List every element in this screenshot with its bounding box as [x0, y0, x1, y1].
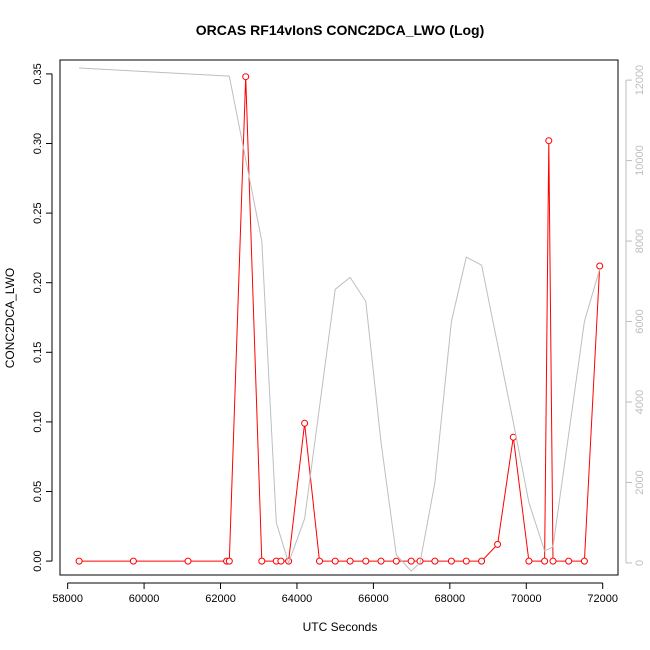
data-point [346, 557, 354, 565]
x-tick-label: 70000 [511, 593, 542, 605]
x-axis-label: UTC Seconds [303, 620, 378, 634]
y-tick-label: 0.05 [32, 481, 44, 502]
x-tick-label: 64000 [282, 593, 313, 605]
plot-area: 58000 60000 62000 64000 66000 68000 70000 72000… [32, 59, 646, 605]
data-point [392, 557, 400, 565]
data-point [242, 73, 250, 81]
y2-tick-label: 6000 [634, 309, 646, 333]
data-point [596, 262, 604, 270]
y2-tick-label: 2000 [634, 470, 646, 494]
data-point [541, 557, 549, 565]
y-tick-label: 0.30 [32, 133, 44, 154]
data-point [580, 557, 588, 565]
data-point [525, 557, 533, 565]
y-tick-label: 0.20 [32, 272, 44, 293]
data-point [75, 557, 83, 565]
y2-tick-label: 4000 [634, 390, 646, 414]
plot-frame [59, 59, 619, 576]
data-point [129, 557, 137, 565]
y-tick-label: 0.15 [32, 342, 44, 363]
data-point [431, 557, 439, 565]
data-point [407, 557, 415, 565]
data-point [447, 557, 455, 565]
data-point [549, 557, 557, 565]
x-tick-label: 62000 [205, 593, 236, 605]
data-point [362, 557, 370, 565]
series-line-1 [79, 67, 601, 572]
data-point [545, 137, 553, 145]
series-line-0 [79, 76, 601, 562]
data-point [494, 540, 502, 548]
y-tick-label: 0.35 [32, 63, 44, 84]
y2-tick-label: 0 [634, 560, 646, 566]
data-point [331, 557, 339, 565]
data-point [462, 557, 470, 565]
data-point [316, 557, 323, 565]
y-tick-label: 0.10 [32, 411, 44, 432]
y2-tick-label: 12000 [634, 65, 646, 96]
data-point [565, 557, 573, 565]
x-tick-label: 68000 [435, 593, 466, 605]
x-tick-label: 58000 [52, 593, 83, 605]
data-point [184, 557, 192, 565]
data-point [377, 557, 385, 565]
x-tick-label: 60000 [129, 593, 160, 605]
data-point [225, 557, 233, 565]
data-point [258, 557, 266, 565]
y-axis-label: CONC2DCA_LWO [3, 268, 17, 368]
data-point [301, 419, 309, 427]
y2-tick-label: 10000 [634, 145, 646, 176]
data-point [277, 557, 285, 565]
x-tick-label: 66000 [358, 593, 389, 605]
y2-tick-label: 8000 [634, 229, 646, 253]
x-tick-label: 72000 [587, 593, 618, 605]
y-tick-label: 0.00 [32, 550, 44, 571]
y-tick-label: 0.25 [32, 202, 44, 223]
chart-title: ORCAS RF14vIonS CONC2DCA_LWO (Log) [196, 22, 485, 38]
data-point [478, 557, 486, 565]
